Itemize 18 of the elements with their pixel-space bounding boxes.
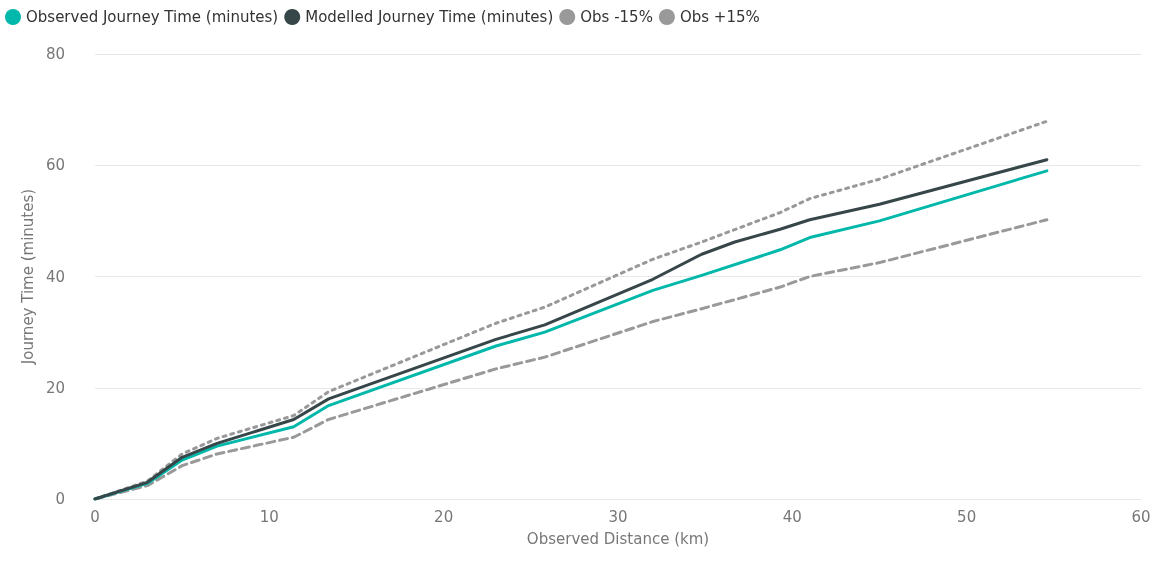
legend-label: Observed Journey Time (minutes) <box>26 8 279 26</box>
y-tick-label: 40 <box>45 267 65 286</box>
legend-label: Obs +15% <box>679 8 760 26</box>
y-tick-label: 0 <box>55 490 65 508</box>
y-tick-label: 80 <box>45 45 65 63</box>
y-tick-label: 20 <box>45 378 65 397</box>
y-tick-label: 60 <box>45 156 65 175</box>
x-tick-label: 0 <box>90 507 100 526</box>
y-axis-title: Journey Time (minutes) <box>18 188 37 366</box>
x-axis-title: Observed Distance (km) <box>526 529 710 548</box>
x-tick-label: 40 <box>782 507 802 526</box>
legend-label: Modelled Journey Time (minutes) <box>305 8 554 26</box>
x-tick-label: 20 <box>434 507 454 526</box>
x-tick-label: 30 <box>608 507 628 526</box>
x-tick-label: 10 <box>259 507 279 526</box>
x-tick-label: 50 <box>957 507 977 526</box>
x-tick-label: 60 <box>1131 507 1151 526</box>
legend-label: Obs -15% <box>580 8 653 26</box>
